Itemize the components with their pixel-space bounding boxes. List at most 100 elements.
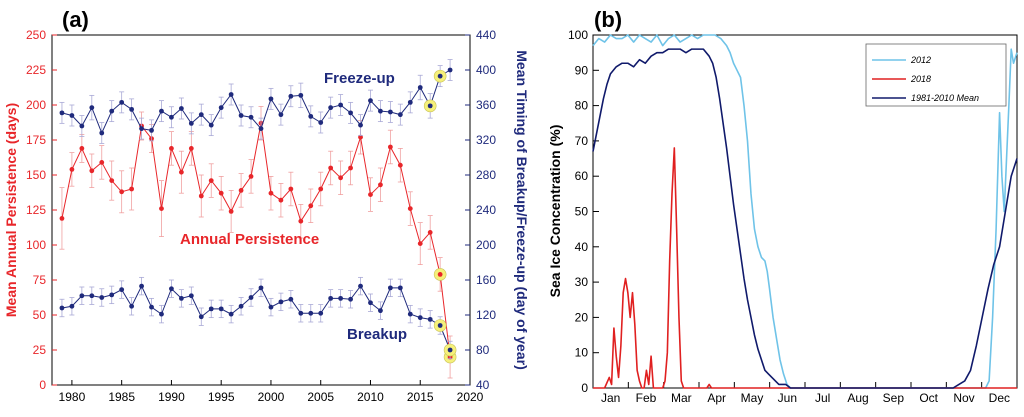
- y-tick-label: 60: [575, 169, 589, 183]
- data-point: [178, 169, 184, 175]
- legend-label: 1981-2010 Mean: [911, 93, 979, 103]
- month-tick-label: Sep: [883, 391, 905, 405]
- data-point: [378, 308, 383, 314]
- y-tick-label: 30: [575, 275, 589, 289]
- freezeup-label: Freeze-up: [324, 70, 395, 87]
- right-tick-label: 120: [476, 308, 496, 322]
- data-point: [188, 120, 194, 126]
- left-tick-label: 225: [26, 63, 46, 77]
- data-point: [348, 296, 353, 302]
- data-point: [169, 114, 174, 120]
- data-point: [178, 295, 184, 301]
- panel-a-left-axis: 0 25 50 75 100 125 150 175 200 225 250: [26, 28, 57, 392]
- data-point: [258, 285, 264, 291]
- data-point: [318, 186, 324, 192]
- data-point: [298, 218, 304, 224]
- month-tick-label: Aug: [847, 391, 868, 405]
- data-point: [348, 165, 353, 171]
- left-tick-label: 200: [26, 98, 46, 112]
- data-point: [218, 105, 224, 111]
- data-point: [397, 285, 403, 291]
- data-point: [99, 160, 105, 165]
- y-tick-label: 80: [575, 99, 589, 113]
- month-tick-label: Dec: [989, 391, 1010, 405]
- data-point: [109, 178, 115, 184]
- data-point: [208, 122, 214, 128]
- series-line-freeze-up: [61, 69, 451, 135]
- data-point: [99, 295, 105, 300]
- data-point: [59, 110, 65, 116]
- data-point: [447, 67, 453, 73]
- data-point: [298, 92, 304, 98]
- data-point: [129, 303, 135, 309]
- data-point: [407, 311, 413, 317]
- x-tick-label: 2000: [258, 390, 285, 404]
- data-point: [387, 144, 393, 150]
- data-point: [338, 295, 344, 301]
- panel-b-y-axis: 0 10 20 30 40 50 60 70 80 90 100: [568, 28, 599, 395]
- panel-a-breakup-freezeup-chart: (a) 1980 1985 1990 1995 2000 2005 2010 2015 2020…: [3, 7, 530, 404]
- left-tick-label: 250: [26, 28, 46, 42]
- y-tick-label: 100: [568, 28, 588, 42]
- left-tick-label: 0: [39, 378, 46, 392]
- data-point: [159, 206, 164, 212]
- month-tick-label: Oct: [919, 391, 938, 405]
- right-tick-label: 160: [476, 273, 496, 287]
- data-point: [368, 300, 373, 306]
- data-point: [437, 323, 443, 328]
- data-point: [218, 190, 224, 196]
- data-point: [109, 292, 115, 298]
- data-point: [308, 113, 314, 119]
- month-tick-label: Jun: [778, 391, 797, 405]
- data-point: [288, 296, 294, 302]
- data-point: [248, 174, 254, 179]
- panel-a-label: (a): [62, 7, 89, 32]
- data-point: [427, 230, 433, 235]
- left-tick-label: 175: [26, 133, 46, 147]
- month-tick-label: Apr: [707, 391, 726, 405]
- data-point: [258, 126, 264, 132]
- data-point: [208, 306, 214, 312]
- x-tick-label: 2005: [307, 390, 334, 404]
- x-tick-label: 2020: [457, 390, 484, 404]
- data-point: [368, 98, 373, 104]
- panel-b-label: (b): [594, 7, 622, 32]
- data-point: [238, 188, 244, 193]
- data-point: [218, 306, 224, 312]
- data-point: [268, 190, 274, 196]
- data-point: [278, 112, 284, 118]
- data-point: [129, 106, 135, 112]
- data-point: [59, 305, 65, 311]
- legend-box: [865, 43, 1007, 107]
- data-point: [79, 123, 85, 129]
- data-point: [79, 293, 85, 299]
- data-point: [248, 295, 254, 300]
- data-point: [59, 216, 65, 221]
- data-point: [228, 311, 234, 317]
- data-point: [328, 105, 334, 111]
- panel-b-legend: 2012 2018 1981-2010 Mean: [865, 43, 1007, 107]
- data-point: [427, 103, 433, 109]
- data-point: [109, 108, 115, 114]
- panel-a-left-axis-title: Mean Annual Persistence (days): [3, 103, 19, 317]
- y-tick-label: 90: [575, 63, 589, 77]
- data-point: [407, 99, 413, 105]
- data-point: [378, 108, 383, 114]
- panel-b-x-axis: Jan Feb Mar Apr May Jun Jul Aug Sep Oct Nov Dec: [601, 382, 1010, 405]
- series-freeze-up: [59, 59, 453, 144]
- data-point: [348, 110, 353, 116]
- left-tick-label: 150: [26, 168, 46, 182]
- right-tick-label: 440: [476, 28, 496, 42]
- x-tick-label: 2015: [407, 390, 434, 404]
- month-tick-label: May: [741, 391, 764, 405]
- data-point: [149, 127, 154, 133]
- data-point: [417, 241, 423, 247]
- data-point: [159, 311, 164, 317]
- data-point: [228, 209, 234, 214]
- x-tick-label: 1985: [108, 390, 135, 404]
- x-tick-label: 1990: [158, 390, 185, 404]
- series-breakup: [59, 276, 457, 360]
- data-point: [198, 112, 204, 118]
- data-point: [169, 146, 174, 151]
- data-point: [119, 189, 125, 195]
